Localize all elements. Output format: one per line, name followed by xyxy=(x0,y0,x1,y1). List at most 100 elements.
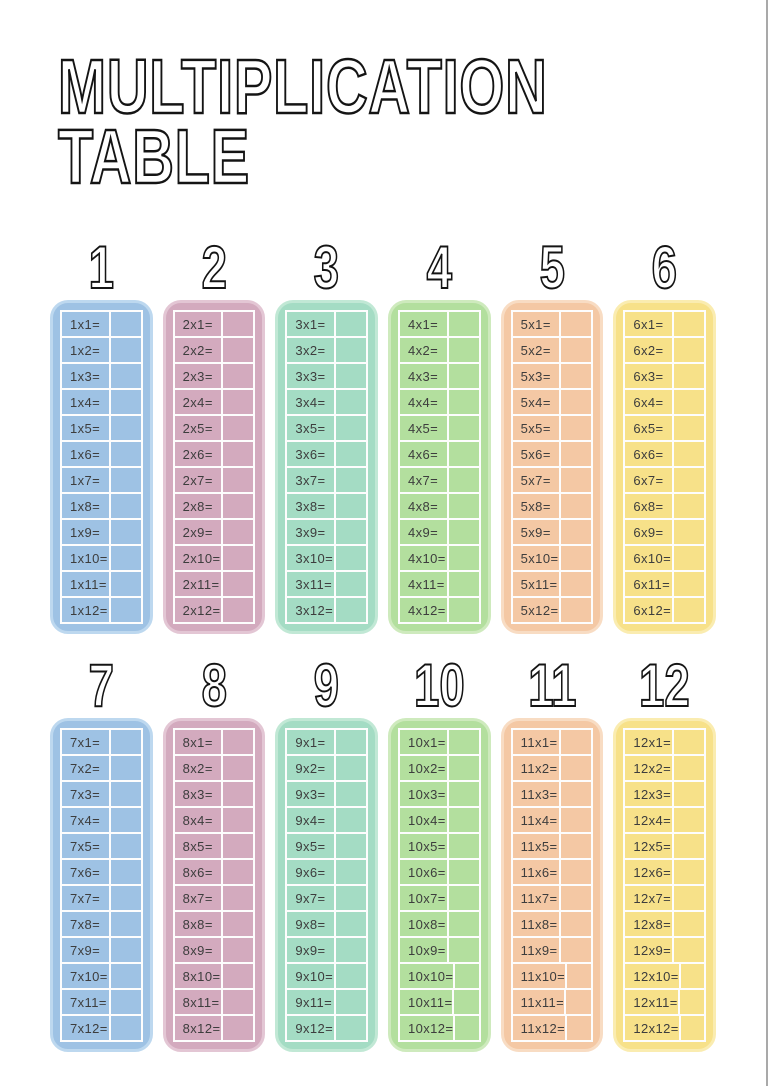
expression-cell: 9x8= xyxy=(287,912,334,936)
answer-cell xyxy=(673,494,704,518)
answer-cell xyxy=(110,364,141,388)
answer-cell xyxy=(110,808,141,832)
answer-cell xyxy=(335,390,366,414)
table-row: 9x5= xyxy=(287,834,366,858)
table-row: 11x3= xyxy=(512,782,592,806)
table-row: 10x7= xyxy=(399,886,479,910)
expression-cell: 8x6= xyxy=(174,860,222,884)
answer-cell xyxy=(448,834,479,858)
table-card: 7x1= 7x2= 7x3= 7x4= 7x5= 7x6= 7x7= 7x8= 7x9= 7x10… xyxy=(50,718,153,1052)
answer-cell xyxy=(110,546,141,570)
table-unit-9: 9 9x1= 9x2= 9x3= 9x4= 9x5= 9x6= 9x7= 9x8= 9x9= 9x1… xyxy=(275,652,378,1052)
table-row: 7x5= xyxy=(62,834,141,858)
table-unit-2: 2 2x1= 2x2= 2x3= 2x4= 2x5= 2x6= 2x7= 2x8= 2x9= 2x1… xyxy=(162,237,266,634)
expression-cell: 10x1= xyxy=(399,730,447,754)
table-row: 2x8= xyxy=(174,494,254,518)
table-row: 3x10= xyxy=(287,546,366,570)
answer-cell xyxy=(223,416,254,440)
table-row: 11x12= xyxy=(512,1016,592,1040)
answer-cell xyxy=(673,312,704,336)
expression-cell: 7x5= xyxy=(62,834,109,858)
expression-cell: 8x4= xyxy=(174,808,222,832)
expression-cell: 10x2= xyxy=(399,756,447,780)
expression-cell: 9x6= xyxy=(287,860,334,884)
answer-cell xyxy=(448,468,479,492)
answer-cell xyxy=(567,1016,592,1040)
table-row: 2x10= xyxy=(174,546,254,570)
expression-cell: 3x9= xyxy=(287,520,334,544)
table-row: 6x12= xyxy=(625,598,704,622)
table-number: 4 xyxy=(426,234,453,301)
expression-cell: 1x9= xyxy=(62,520,109,544)
expression-cell: 7x9= xyxy=(62,938,109,962)
expression-cell: 12x7= xyxy=(625,886,672,910)
expression-cell: 2x7= xyxy=(174,468,222,492)
table-number: 5 xyxy=(539,234,566,301)
table-row: 12x10= xyxy=(625,964,704,988)
table-row: 5x10= xyxy=(512,546,592,570)
expression-cell: 2x4= xyxy=(174,390,222,414)
table-number: 8 xyxy=(201,652,228,719)
expression-cell: 1x6= xyxy=(62,442,109,466)
expression-cell: 7x7= xyxy=(62,886,109,910)
expression-cell: 4x11= xyxy=(399,572,447,596)
answer-cell xyxy=(673,520,704,544)
table-row: 3x2= xyxy=(287,338,366,362)
expression-cell: 9x1= xyxy=(287,730,334,754)
expression-cell: 10x5= xyxy=(399,834,447,858)
expression-cell: 1x10= xyxy=(62,546,109,570)
table-row: 3x11= xyxy=(287,572,366,596)
expression-cell: 4x10= xyxy=(399,546,447,570)
answer-cell xyxy=(335,782,366,806)
table-row: 11x5= xyxy=(512,834,592,858)
answer-cell xyxy=(223,390,254,414)
table-row: 11x1= xyxy=(512,730,592,754)
table-row: 12x7= xyxy=(625,886,704,910)
table-row: 11x11= xyxy=(512,990,592,1014)
expression-cell: 9x11= xyxy=(287,990,334,1014)
table-row: 7x4= xyxy=(62,808,141,832)
expression-cell: 9x12= xyxy=(287,1016,334,1040)
answer-cell xyxy=(223,730,254,754)
table-row: 11x9= xyxy=(512,938,592,962)
answer-cell xyxy=(110,886,141,910)
answer-cell xyxy=(673,598,704,622)
table-card: 4x1= 4x2= 4x3= 4x4= 4x5= 4x6= 4x7= 4x8= 4x9= 4x10… xyxy=(387,300,491,634)
expression-cell: 2x10= xyxy=(174,546,222,570)
table-row: 7x7= xyxy=(62,886,141,910)
table-row: 1x10= xyxy=(62,546,141,570)
answer-cell xyxy=(680,1016,704,1040)
table-row: 8x8= xyxy=(174,912,254,936)
answer-cell xyxy=(223,912,254,936)
table-number: 9 xyxy=(313,652,340,719)
expression-cell: 1x12= xyxy=(62,598,109,622)
expression-cell: 1x11= xyxy=(62,572,109,596)
answer-cell xyxy=(223,442,254,466)
table-row: 9x12= xyxy=(287,1016,366,1040)
table-grid: 6x1= 6x2= 6x3= 6x4= 6x5= 6x6= 6x7= 6x8= 6x9= 6x10… xyxy=(623,310,706,624)
table-row: 3x5= xyxy=(287,416,366,440)
table-row: 7x6= xyxy=(62,860,141,884)
table-row: 5x4= xyxy=(512,390,592,414)
answer-cell xyxy=(448,390,479,414)
expression-cell: 11x9= xyxy=(512,938,560,962)
table-row: 6x6= xyxy=(625,442,704,466)
table-row: 4x10= xyxy=(399,546,479,570)
answer-cell xyxy=(110,730,141,754)
answer-cell xyxy=(448,860,479,884)
expression-cell: 5x7= xyxy=(512,468,560,492)
expression-cell: 3x1= xyxy=(287,312,334,336)
expression-cell: 3x11= xyxy=(287,572,334,596)
expression-cell: 7x12= xyxy=(62,1016,109,1040)
expression-cell: 6x10= xyxy=(625,546,672,570)
expression-cell: 8x8= xyxy=(174,912,222,936)
answer-cell xyxy=(673,834,704,858)
table-unit-1: 1 1x1= 1x2= 1x3= 1x4= 1x5= 1x6= 1x7= 1x8= 1x9= 1x1… xyxy=(50,237,153,634)
table-row: 9x9= xyxy=(287,938,366,962)
expression-cell: 10x4= xyxy=(399,808,447,832)
answer-cell xyxy=(673,390,704,414)
expression-cell: 6x9= xyxy=(625,520,672,544)
table-row: 5x11= xyxy=(512,572,592,596)
table-card: 8x1= 8x2= 8x3= 8x4= 8x5= 8x6= 8x7= 8x8= 8x9= 8x10… xyxy=(162,718,266,1052)
answer-cell xyxy=(110,442,141,466)
